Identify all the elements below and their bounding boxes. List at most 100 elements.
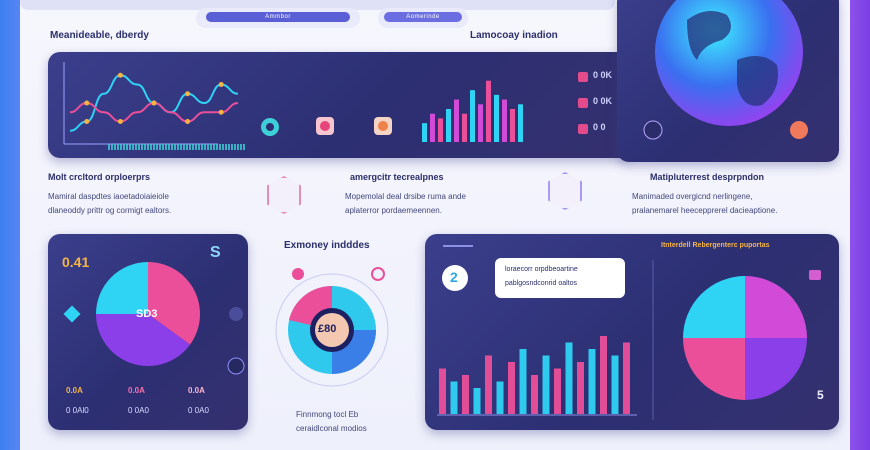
stat-1: 0.0A [66,386,83,395]
badge-number: 2 [450,269,458,285]
line-chart-tick [162,144,164,150]
info-icon[interactable] [227,357,245,375]
globe-svg [643,0,808,140]
line-chart-tick [240,144,242,150]
bottom-bar [462,375,469,414]
line-chart-tick [108,144,110,150]
callout-line1: loraecorr orpdbeoartine [505,266,578,273]
line-chart-tick [156,144,158,150]
right-dot-icon[interactable] [229,307,243,321]
line-chart-tick [150,144,152,150]
gauge-hex-icon [267,176,301,214]
line-point [84,119,90,124]
line-chart-tick [192,144,194,150]
line-point [151,100,157,106]
center-donut-title: Exmoney indddes [284,240,370,251]
line-chart-tick [168,144,170,150]
pie-left-slice [96,314,191,366]
line-chart-tick [219,144,221,150]
kpi-value-2: 0 0K [593,96,613,106]
kpi-value-3: 0 0 [593,122,606,132]
line-chart-tick [177,144,179,150]
top-analytics-panel: 0 0K 0 0K 0 0 [48,52,633,158]
bottom-bar [588,349,596,414]
bottom-bar [577,362,584,414]
globe-prev-icon[interactable] [643,120,663,140]
bar-chart-bottom [437,336,637,416]
line-chart-tick [117,144,119,150]
line-chart-tick [204,144,206,150]
line-point [84,100,90,106]
line-chart-tick [153,144,155,150]
square-icon-pink-dot [320,121,330,131]
pie-left-slice [148,262,200,345]
donut-outer-ring [275,273,389,387]
line-chart-tick [144,144,146,150]
bottom-bar [450,381,458,414]
line-chart-tick [231,144,233,150]
line-chart-tick [183,144,185,150]
section-mid-desc1: Mopemolal deal drsibe ruma ande [345,192,466,201]
badge-circle [442,265,468,291]
kpi-swatch-1 [578,72,588,82]
line-chart-tick [123,144,125,150]
top-bar-left [20,0,615,10]
line-chart-tick [180,144,182,150]
section-left-title: Molt crcltord orploerprs [48,172,151,182]
search-bar-right[interactable]: Aomerinde [378,8,468,28]
line-chart-tick [189,144,191,150]
bottom-bar [554,368,561,414]
value-top-right: S [210,244,221,261]
donut-pink-dot [292,268,304,280]
stat-3: 0.0A [188,386,205,395]
bottom-bar [496,381,504,414]
globe-next-icon[interactable] [790,121,808,139]
pie-right-slice [683,276,745,338]
line-chart-tick [120,144,122,150]
line-chart-tick [210,144,212,150]
line-chart-tick [237,144,239,150]
top-bar [518,104,523,142]
corner-swatch [809,270,821,280]
bottom-bar [473,388,481,414]
stat-5: 0 0A0 [128,406,149,415]
search-bar-left-label: Ammbor [265,14,291,20]
dashboard-sheet: Ammbor Aomerinde Meanideable, dberdy Lam… [20,0,850,450]
callout-box [495,258,625,298]
line-chart-tick [228,144,230,150]
search-bar-left[interactable]: Ammbor [196,8,360,28]
top-bar [502,99,507,142]
line-chart-tick [234,144,236,150]
top-bar [422,123,427,142]
top-analytics-svg [63,62,588,150]
value-top-left: 0.41 [62,254,90,270]
center-donut-caption2: ceraidlconal modios [296,424,367,433]
line-point [185,119,191,124]
pie-right [683,276,807,400]
line-chart-tick [159,144,161,150]
section-left-desc1: Mamiral daspdtes iaoetadoiaieiole [48,192,169,201]
line-point [185,91,191,97]
square-icon-orange-dot [378,121,388,131]
corner-value: 5 [817,388,824,402]
line-chart-tick [216,144,218,150]
search-bar-right-label: Aomerinde [406,14,440,20]
top-right-title: Lamocoay inadion [470,30,558,41]
top-bar [478,104,483,142]
line-chart-tick [201,144,203,150]
top-bar [430,113,435,142]
stat-4: 0 0Al0 [66,406,89,415]
stat-2: 0.0A [128,386,145,395]
pie-right-slice [683,338,745,400]
line-chart-tick [132,144,134,150]
line-chart-tick [135,144,137,150]
pie-left [96,262,200,366]
line-chart-tick [171,144,173,150]
line-point [117,72,123,78]
bottom-right-svg [437,245,821,420]
line-chart [69,72,245,150]
line-chart-tick [222,144,224,150]
line-chart-tick [129,144,131,150]
line-chart-tick [165,144,167,150]
center-donut-caption1: Finnmong tocl Eb [296,410,359,419]
